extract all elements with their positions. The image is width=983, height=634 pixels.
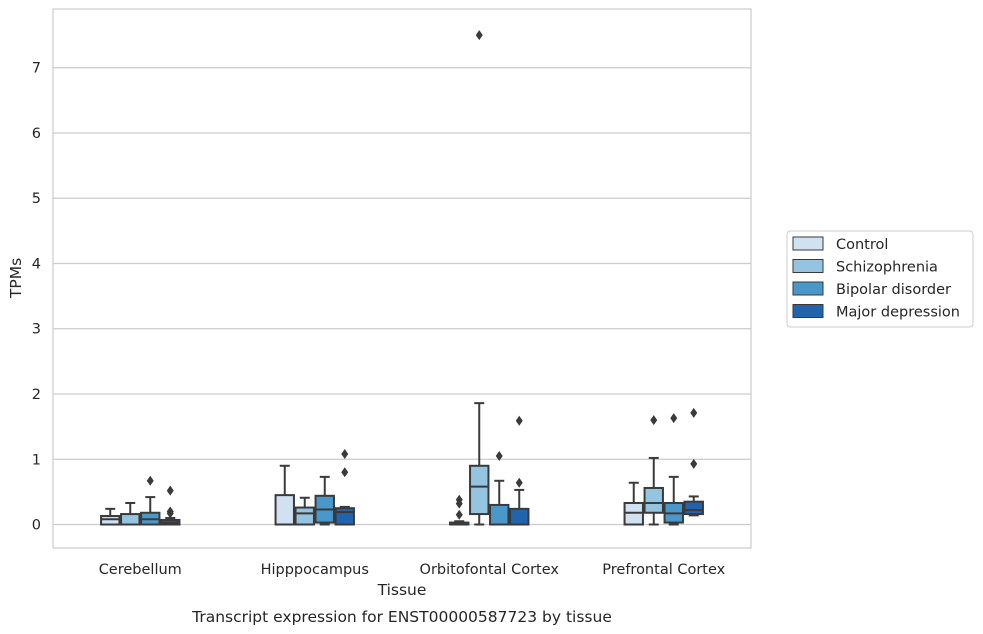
outlier-point [166,506,174,517]
legend-frame [786,230,974,328]
x-tick-label: Cerebellum [99,562,182,578]
legend-swatch [792,304,824,318]
box-major-depression [160,485,181,526]
y-tick-label: 5 [32,191,41,207]
outlier-point [166,485,174,496]
box-bipolar-disorder [663,413,684,526]
legend: Control Schizophrenia Bipolar disorder Majo… [786,230,974,328]
y-axis-label: TPMs [7,258,25,299]
legend-label: Bipolar disorder [836,282,951,298]
outlier-point [475,30,483,41]
box-iqr [274,494,295,526]
outlier-point [690,407,698,418]
box-control [100,507,121,526]
outlier-point [455,509,463,520]
box-iqr [334,507,355,526]
outlier-point [341,467,349,478]
chart-caption: Transcript expression for ENST0000058772… [191,608,612,626]
box-schizophrenia [643,415,664,526]
outlier-point [515,415,523,426]
box-iqr [120,513,141,526]
box-schizophrenia [294,496,315,526]
box-major-depression [683,407,704,517]
gridlines [53,67,751,526]
y-tick-labels: 0 1 2 3 4 5 6 7 [32,61,41,534]
box-iqr [469,464,490,516]
box-major-depression [334,449,355,526]
box-bipolar-disorder [489,450,510,526]
box-iqr [683,500,704,516]
y-tick-label: 1 [32,452,41,468]
box-major-depression [509,415,530,526]
box-bipolar-disorder [140,475,161,526]
y-tick-label: 6 [32,126,41,142]
box-control [449,494,470,526]
legend-label: Schizophrenia [836,260,938,276]
outlier-point [455,494,463,505]
legend-label: Major depression [836,305,960,321]
legend-swatch [792,259,824,273]
y-tick-label: 7 [32,61,41,77]
y-tick-label: 0 [32,518,41,534]
outlier-point [670,413,678,424]
outlier-point [495,450,503,461]
box-iqr [294,506,315,526]
box-control [623,481,644,526]
x-tick-label: Prefrontal Cortex [602,562,725,578]
box-schizophrenia [469,30,490,526]
box-iqr [643,486,664,514]
outlier-point [341,449,349,460]
box-schizophrenia [120,501,141,526]
legend-items: Control Schizophrenia Bipolar disorder Majo… [792,236,960,321]
boxes [100,30,704,526]
box-bipolar-disorder [314,475,335,526]
plot-frame [52,8,752,549]
y-tick-label: 2 [32,387,41,403]
x-tick-label: Orbitofontal Cortex [420,562,560,578]
box-iqr [489,503,510,526]
outlier-point [515,477,523,488]
y-tick-label: 4 [32,256,41,272]
x-tick-label: Hipppocampus [261,562,369,578]
legend-swatch [792,236,824,251]
y-tick-label: 3 [32,322,41,338]
x-tick-labels: Cerebellum Hipppocampus Orbitofontal Corte… [99,562,726,578]
x-axis-label: Tissue [377,581,427,599]
outlier-point [650,415,658,426]
outlier-point [690,458,698,469]
legend-swatch [792,281,824,296]
box-control [274,464,295,526]
legend-label: Control [836,237,888,253]
outlier-point [146,475,154,486]
box-iqr [509,507,530,526]
